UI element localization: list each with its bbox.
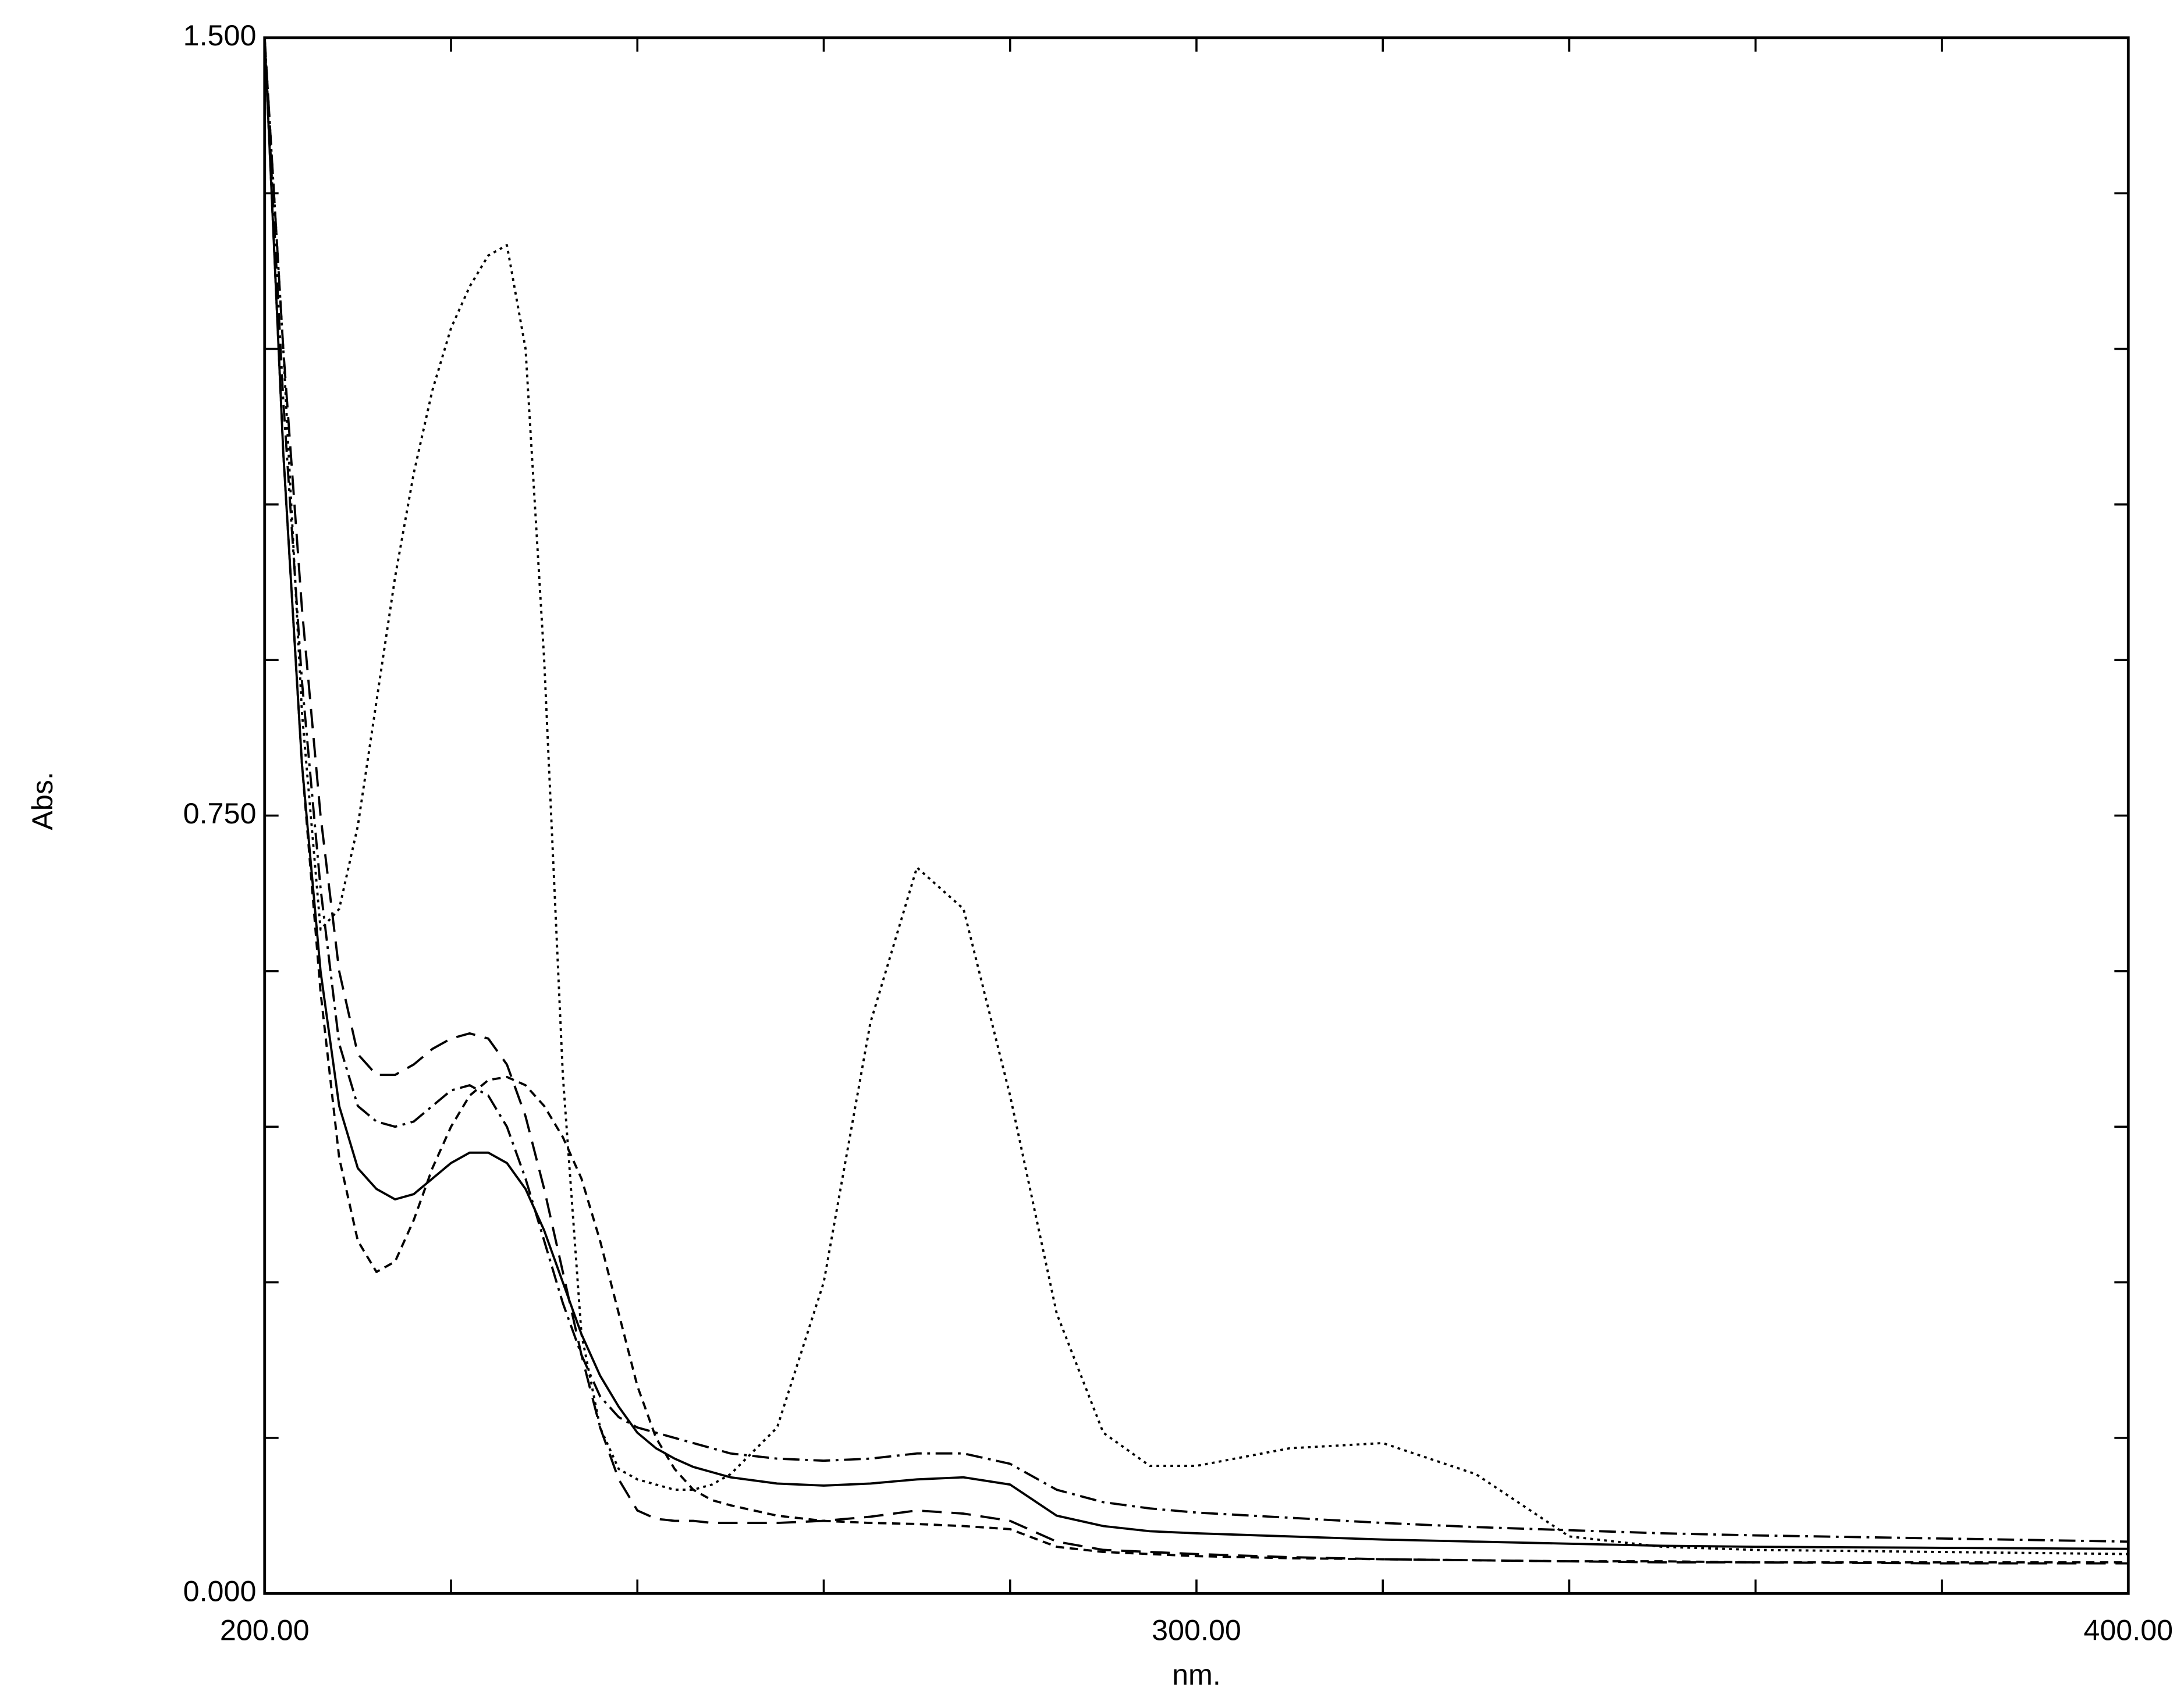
x-tick-label: 400.00 <box>2083 1614 2173 1647</box>
x-axis-label: nm. <box>1172 1658 1221 1691</box>
x-tick-label: 300.00 <box>1152 1614 1241 1647</box>
spectrum-line <box>264 37 2129 1565</box>
spectrum-line <box>264 37 2129 1564</box>
plot-area <box>264 37 2129 1565</box>
x-tick-label: 200.00 <box>220 1614 310 1647</box>
spectrum-line <box>264 37 2129 1555</box>
y-tick-label: 0.750 <box>183 797 257 830</box>
y-tick-label: 1.500 <box>183 19 257 52</box>
spectrum-line <box>264 37 2129 1543</box>
plot-frame <box>263 36 2130 1595</box>
spectrum-line <box>264 37 2129 1550</box>
y-axis-label: Abs. <box>26 772 59 830</box>
y-tick-label: 0.000 <box>183 1575 257 1608</box>
